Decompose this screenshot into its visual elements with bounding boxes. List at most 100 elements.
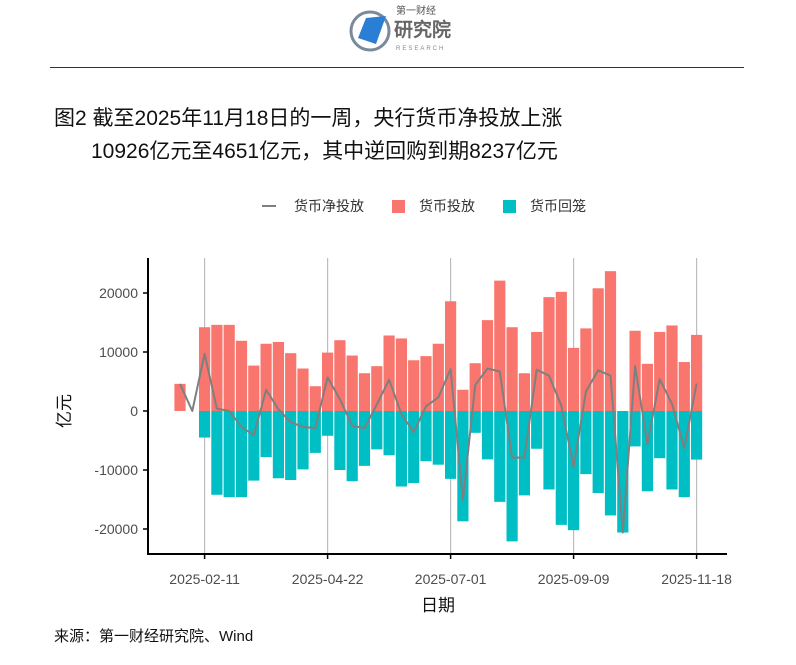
bar-injection bbox=[211, 324, 223, 411]
bar-injection bbox=[481, 320, 494, 411]
bar-injection bbox=[260, 343, 272, 411]
bar-withdrawal bbox=[481, 411, 494, 460]
bar-withdrawal bbox=[568, 411, 580, 531]
bar-withdrawal bbox=[309, 411, 321, 453]
y-axis-title: 亿元 bbox=[55, 394, 74, 428]
bar-withdrawal bbox=[555, 411, 567, 525]
legend-line-swatch bbox=[262, 205, 276, 207]
bar-withdrawal bbox=[223, 411, 235, 498]
bar-injection bbox=[555, 291, 567, 411]
bar-withdrawal bbox=[531, 411, 543, 449]
legend-swatch bbox=[392, 199, 405, 213]
bar-withdrawal bbox=[272, 411, 284, 479]
bar-injection bbox=[346, 355, 358, 411]
legend-label: 货币回笼 bbox=[530, 198, 586, 214]
bar-withdrawal bbox=[285, 411, 297, 481]
bar-withdrawal bbox=[641, 411, 653, 492]
bar-withdrawal bbox=[604, 411, 617, 516]
logo-text: 第一财经 bbox=[396, 6, 436, 17]
logo-icon bbox=[349, 10, 391, 52]
bar-withdrawal bbox=[346, 411, 358, 482]
legend-item-injection: 货币投放 bbox=[392, 196, 475, 216]
bar-injection bbox=[322, 352, 334, 411]
logo-text: RESEARCH bbox=[396, 46, 446, 52]
title-line-2: 10926亿元至4651亿元，其中逆回购到期8237亿元 bbox=[91, 140, 558, 163]
bar-injection bbox=[445, 301, 457, 411]
bar-withdrawal bbox=[297, 411, 309, 470]
bar-injection bbox=[580, 328, 592, 411]
bar-withdrawal bbox=[654, 411, 666, 459]
title-line-1: 图2 截至2025年11月18日的一周，央行货币净投放上涨 bbox=[54, 107, 563, 130]
bar-withdrawal bbox=[371, 411, 383, 450]
bar-injection bbox=[457, 389, 469, 411]
bar-injection bbox=[174, 383, 186, 411]
bar-withdrawal bbox=[543, 411, 555, 490]
bar-injection bbox=[395, 338, 407, 411]
bar-withdrawal bbox=[580, 411, 592, 475]
bar-injection bbox=[678, 362, 690, 411]
bar-withdrawal bbox=[358, 411, 371, 466]
bar-injection bbox=[592, 288, 604, 411]
legend-label: 货币净投放 bbox=[294, 198, 364, 214]
bar-injection bbox=[518, 373, 530, 411]
legend-item-withdrawal: 货币回笼 bbox=[503, 196, 586, 216]
bar-injection bbox=[223, 324, 235, 411]
y-tick-label: 20000 bbox=[99, 285, 138, 301]
bar-injection bbox=[506, 327, 518, 411]
bar-withdrawal bbox=[617, 411, 629, 533]
bar-withdrawal bbox=[260, 411, 272, 458]
bar-withdrawal bbox=[691, 411, 703, 460]
logo-text: 研究院 bbox=[394, 20, 452, 41]
bar-withdrawal bbox=[420, 411, 432, 462]
bar-withdrawal bbox=[199, 411, 211, 438]
bar-withdrawal bbox=[678, 411, 690, 498]
bar-injection bbox=[408, 360, 420, 411]
bar-withdrawal bbox=[592, 411, 604, 494]
bar-injection bbox=[358, 373, 371, 411]
y-tick-label: 0 bbox=[130, 403, 138, 419]
x-tick-label: 2025-02-11 bbox=[169, 571, 240, 587]
bar-withdrawal bbox=[432, 411, 444, 465]
bar-withdrawal bbox=[629, 411, 641, 447]
bar-injection bbox=[420, 356, 432, 411]
y-tick-label: -10000 bbox=[94, 462, 138, 478]
bar-injection bbox=[272, 341, 284, 411]
bar-withdrawal bbox=[383, 411, 395, 456]
bar-injection bbox=[235, 340, 248, 411]
y-tick-label: -20000 bbox=[94, 521, 138, 537]
legend-label: 货币投放 bbox=[419, 198, 475, 214]
bar-injection bbox=[543, 297, 555, 411]
bar-injection bbox=[604, 271, 617, 411]
bar-injection bbox=[654, 331, 666, 411]
bar-injection bbox=[285, 353, 297, 411]
bar-withdrawal bbox=[469, 411, 481, 433]
bar-withdrawal bbox=[506, 411, 518, 542]
legend-swatch bbox=[503, 199, 516, 213]
bar-injection bbox=[297, 368, 309, 411]
bar-withdrawal bbox=[494, 411, 506, 502]
bar-injection bbox=[248, 365, 260, 411]
bar-withdrawal bbox=[445, 411, 457, 479]
bar-withdrawal bbox=[395, 411, 407, 487]
bar-withdrawal bbox=[322, 411, 334, 436]
bar-withdrawal bbox=[248, 411, 260, 481]
bar-withdrawal bbox=[334, 411, 346, 470]
bar-injection bbox=[641, 363, 653, 411]
legend-item-net: 货币净投放 bbox=[262, 196, 364, 216]
bar-injection bbox=[568, 347, 580, 411]
bar-injection bbox=[494, 280, 506, 411]
chart-legend: 货币净投放 货币投放 货币回笼 bbox=[262, 196, 614, 216]
x-tick-label: 2025-09-09 bbox=[538, 571, 610, 587]
bar-injection bbox=[691, 334, 703, 411]
bar-withdrawal bbox=[211, 411, 223, 495]
bar-injection bbox=[371, 366, 383, 411]
bar-withdrawal bbox=[235, 411, 248, 498]
bar-withdrawal bbox=[408, 411, 420, 483]
bar-withdrawal bbox=[457, 411, 469, 522]
bar-injection bbox=[383, 335, 395, 411]
x-tick-label: 2025-07-01 bbox=[415, 571, 487, 587]
x-tick-label: 2025-04-22 bbox=[292, 571, 364, 587]
x-axis-title: 日期 bbox=[421, 596, 455, 615]
bar-injection bbox=[199, 327, 211, 411]
